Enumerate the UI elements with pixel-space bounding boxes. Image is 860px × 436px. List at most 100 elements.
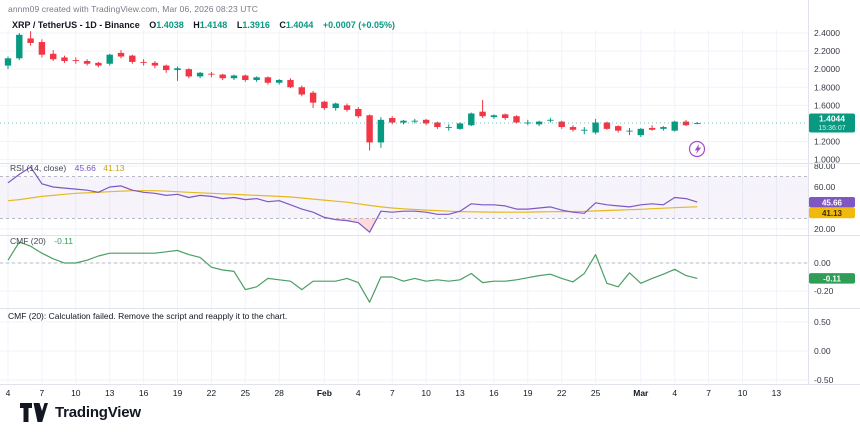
candle xyxy=(558,120,565,129)
ohlc-low: L1.3916 xyxy=(236,20,270,30)
time-axis-label: 10 xyxy=(421,388,431,398)
candle-body xyxy=(411,120,418,122)
candle xyxy=(50,50,57,62)
candle xyxy=(72,57,79,64)
candle-body xyxy=(4,58,12,66)
cmf-tick-label: -0.20 xyxy=(814,286,834,296)
candle-body xyxy=(694,123,701,124)
candle xyxy=(569,125,577,132)
candle-body xyxy=(83,61,91,64)
rsi-tick-label: 80.00 xyxy=(814,161,836,171)
price-tick-label: 1.6000 xyxy=(814,100,840,110)
candle xyxy=(264,76,272,85)
time-axis-label: 19 xyxy=(173,388,183,398)
tradingview-logo-icon xyxy=(20,403,48,422)
ohlc-open: O1.4038 xyxy=(149,20,184,30)
candle-body xyxy=(27,38,34,43)
candle xyxy=(355,107,362,119)
candle-body xyxy=(535,121,543,125)
chart-canvas[interactable]: 2.4000 2.2000 2.0000 1.8000 1.6000 1.2000 1.00… xyxy=(0,0,860,400)
candle xyxy=(117,50,125,59)
candle xyxy=(230,74,238,81)
price-tick-label: 2.2000 xyxy=(814,46,840,56)
candle-body xyxy=(343,105,351,110)
candle xyxy=(547,118,554,123)
rsi-value: 45.66 xyxy=(74,163,96,173)
time-axis-label: 28 xyxy=(274,388,284,398)
time-axis-label: 22 xyxy=(207,388,217,398)
candle xyxy=(626,127,633,136)
price-tick-label: 2.0000 xyxy=(814,64,840,74)
price-axis[interactable] xyxy=(808,0,860,384)
cmf-value-badge-text: -0.11 xyxy=(823,274,841,283)
candle xyxy=(287,78,294,89)
candle-body xyxy=(95,62,102,66)
candle xyxy=(592,118,599,135)
failed-pane-tick-label: 0.50 xyxy=(814,317,831,327)
candle-body xyxy=(117,52,125,57)
candle-body xyxy=(196,72,204,77)
candle xyxy=(163,64,170,73)
candle xyxy=(16,33,23,61)
candle-body xyxy=(321,101,328,109)
time-axis-label: 13 xyxy=(772,388,782,398)
candle xyxy=(660,126,667,131)
candle xyxy=(106,53,113,66)
candle xyxy=(502,113,509,120)
cmf-value: -0.11 xyxy=(54,236,74,246)
time-axis-label: 19 xyxy=(523,388,533,398)
candle xyxy=(422,118,430,126)
time-axis-label: 10 xyxy=(738,388,748,398)
price-tick-label: 2.4000 xyxy=(814,28,840,38)
candle xyxy=(682,119,690,127)
candle-body xyxy=(603,122,611,129)
last-price-badge xyxy=(809,113,855,133)
tradingview-logo[interactable]: TradingView xyxy=(20,403,141,422)
flash-order-icon[interactable] xyxy=(688,140,706,158)
candle-body xyxy=(389,118,396,123)
candle-body xyxy=(129,55,136,62)
candle xyxy=(479,99,486,119)
candle-body xyxy=(38,42,46,55)
candle-body xyxy=(366,115,373,143)
time-axis-label: 4 xyxy=(6,388,11,398)
candle-body xyxy=(524,122,531,124)
candle xyxy=(581,127,588,135)
bar-countdown: 15:36:07 xyxy=(818,125,845,132)
rsi-band xyxy=(0,176,808,219)
time-axis-label: 22 xyxy=(557,388,567,398)
candle xyxy=(185,68,192,79)
price-tick-label: 1.8000 xyxy=(814,82,840,92)
candle xyxy=(298,85,305,97)
candle xyxy=(219,73,226,81)
last-price-badge-value: 1.4044 xyxy=(819,114,845,124)
candle xyxy=(490,114,498,119)
candle xyxy=(27,31,34,46)
candle-body xyxy=(547,119,554,121)
rsi-value-badge xyxy=(809,197,855,208)
candle xyxy=(513,115,520,124)
candle-body xyxy=(581,129,588,131)
candle xyxy=(637,127,644,137)
candle xyxy=(671,120,678,132)
price-tick-label: 1.0000 xyxy=(814,155,840,165)
cmf-indicator-label[interactable]: CMF (20) -0.11 xyxy=(10,236,73,246)
candle xyxy=(38,39,46,58)
time-axis-label: 13 xyxy=(455,388,465,398)
time-axis[interactable] xyxy=(0,385,808,400)
time-axis-label: 13 xyxy=(105,388,115,398)
candle xyxy=(83,59,91,66)
candle-body xyxy=(309,92,317,103)
cmf-line xyxy=(7,241,698,303)
symbol-header[interactable]: XRP / TetherUS - 1D - Binance O1.4038 H1… xyxy=(12,20,395,30)
candle xyxy=(366,114,373,151)
time-axis-label: 4 xyxy=(672,388,677,398)
rsi-ma-value-badge-text: 41.13 xyxy=(822,209,843,218)
candle-body xyxy=(569,127,577,130)
candle-body xyxy=(276,80,283,83)
time-axis-label: Feb xyxy=(317,388,332,398)
candle xyxy=(535,120,543,127)
time-axis-label: 25 xyxy=(591,388,601,398)
rsi-indicator-label[interactable]: RSI (14, close) 45.66 41.13 xyxy=(10,163,125,173)
